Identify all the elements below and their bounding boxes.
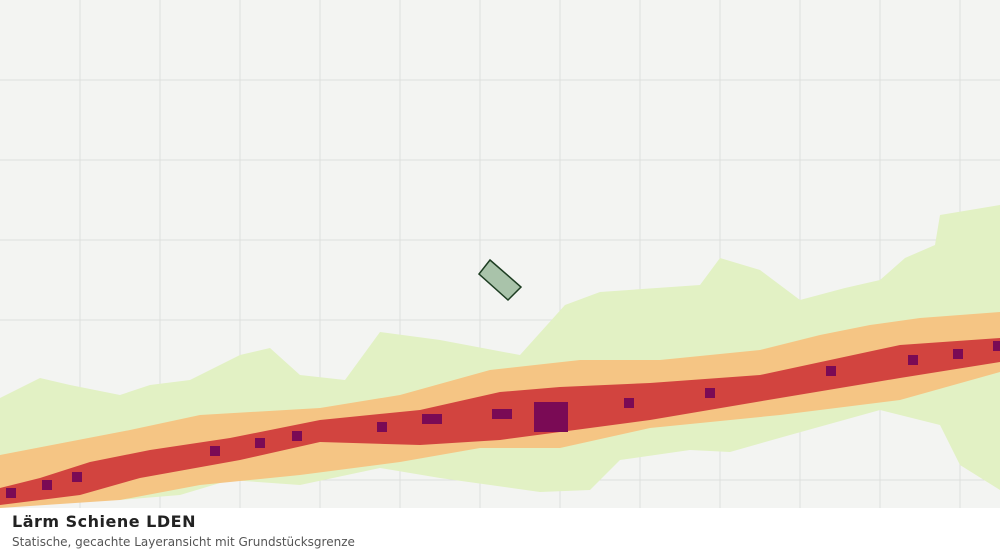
noise-zone-very-high [6, 341, 1000, 498]
grid [0, 0, 1000, 508]
map-subtitle: Statische, gecachte Layeransicht mit Gru… [12, 535, 355, 549]
caption: Lärm Schiene LDEN Statische, gecachte La… [12, 512, 988, 549]
map-title: Lärm Schiene LDEN [12, 512, 196, 531]
map-view [0, 0, 1000, 508]
noise-zone-high [0, 338, 1000, 505]
parcel-boundary [477, 258, 523, 302]
